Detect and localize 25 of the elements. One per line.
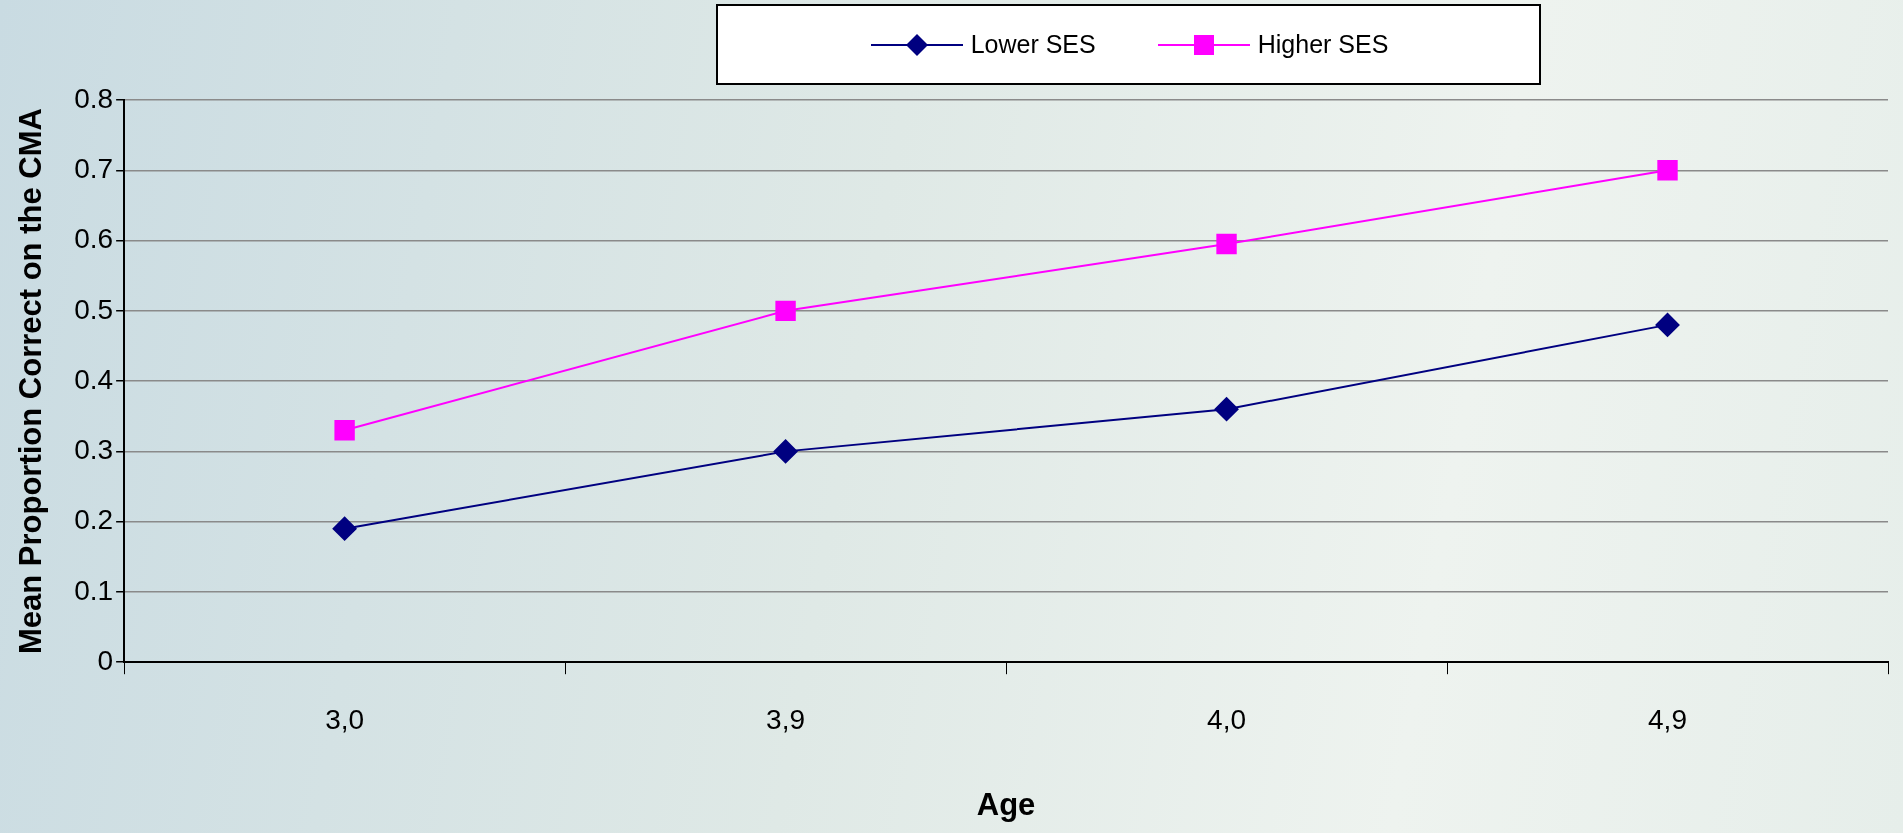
y-tick-label: 0.2 — [74, 504, 114, 536]
x-axis-title: Age — [976, 786, 1036, 822]
y-axis-title: Mean Proportion Correct on the CMA — [13, 108, 49, 655]
point — [1657, 160, 1678, 181]
x-tick-label: 4,0 — [1207, 703, 1247, 735]
y-tick-label: 0.7 — [74, 152, 114, 184]
point — [332, 516, 357, 541]
point — [1216, 233, 1237, 255]
y-tick-label: 0.3 — [74, 434, 114, 466]
point — [775, 300, 796, 322]
y-tick-label: 0.1 — [74, 574, 114, 606]
x-tick-label: 3,0 — [325, 703, 365, 735]
y-tick-label: 0.6 — [74, 223, 114, 255]
x-tick-label: 4,9 — [1648, 703, 1687, 735]
y-tick-label: 0.4 — [74, 363, 114, 395]
point — [1655, 312, 1680, 337]
y-tick-label: 0.5 — [74, 293, 114, 325]
legend-label: Lower SES — [970, 30, 1096, 59]
legend-label: Higher SES — [1257, 30, 1389, 59]
point — [334, 420, 355, 441]
point — [773, 439, 798, 464]
y-tick-label: 0 — [97, 644, 114, 676]
point — [1214, 397, 1239, 422]
y-tick-label: 0.8 — [74, 82, 114, 114]
x-tick-label: 3,9 — [766, 703, 806, 735]
